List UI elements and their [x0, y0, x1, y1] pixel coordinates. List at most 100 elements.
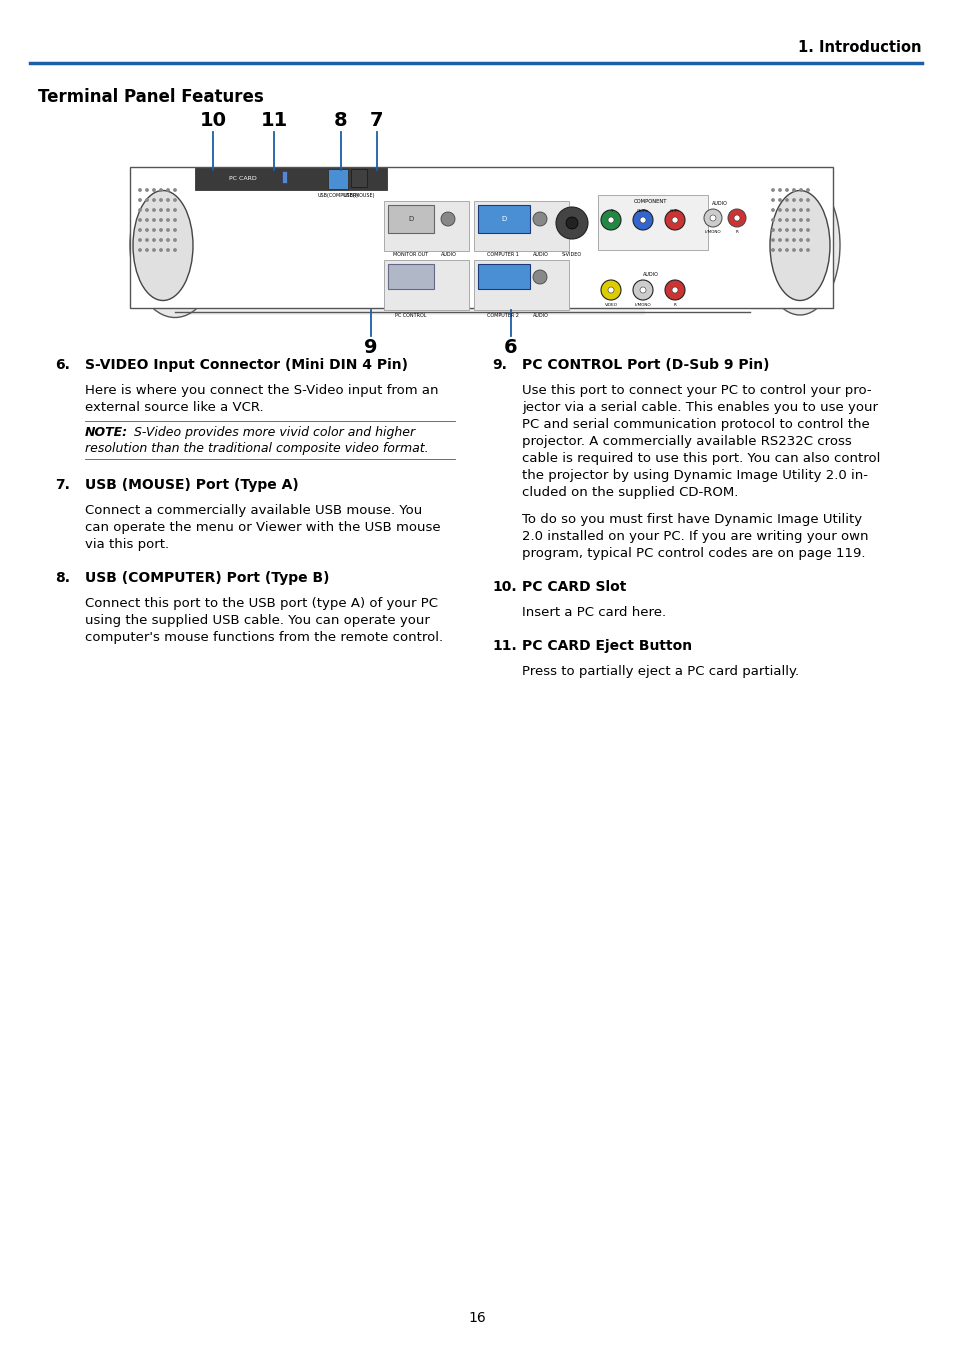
Bar — [384, 201, 469, 251]
Circle shape — [146, 189, 148, 191]
Text: Insert a PC card here.: Insert a PC card here. — [521, 607, 665, 619]
Circle shape — [533, 212, 546, 226]
Circle shape — [799, 218, 801, 221]
Circle shape — [785, 189, 787, 191]
Circle shape — [138, 239, 141, 241]
Text: 16: 16 — [468, 1312, 485, 1325]
Circle shape — [792, 209, 795, 212]
Bar — [282, 171, 287, 183]
Circle shape — [160, 189, 162, 191]
Circle shape — [152, 229, 155, 232]
Circle shape — [173, 239, 176, 241]
Text: L/MONO: L/MONO — [704, 231, 720, 235]
Circle shape — [771, 189, 774, 191]
Circle shape — [167, 239, 169, 241]
Circle shape — [167, 218, 169, 221]
Text: PC and serial communication protocol to control the: PC and serial communication protocol to … — [521, 418, 869, 431]
Circle shape — [633, 280, 652, 301]
Text: PC CARD Eject Button: PC CARD Eject Button — [521, 639, 691, 652]
Bar — [598, 195, 707, 249]
Bar — [351, 168, 367, 187]
Text: D: D — [408, 216, 414, 222]
Circle shape — [785, 239, 787, 241]
Text: USB (MOUSE) Port (Type A): USB (MOUSE) Port (Type A) — [85, 479, 298, 492]
Circle shape — [778, 189, 781, 191]
Circle shape — [778, 198, 781, 201]
Circle shape — [703, 209, 721, 226]
Text: Cr/Pr: Cr/Pr — [669, 209, 679, 213]
Text: S-VIDEO: S-VIDEO — [561, 252, 581, 257]
Circle shape — [152, 189, 155, 191]
Text: 7: 7 — [370, 111, 383, 129]
Circle shape — [639, 217, 645, 222]
Text: USB(MOUSE): USB(MOUSE) — [343, 193, 375, 198]
Circle shape — [146, 198, 148, 201]
Bar — [388, 205, 434, 233]
Circle shape — [565, 217, 578, 229]
Text: cable is required to use this port. You can also control: cable is required to use this port. You … — [521, 452, 880, 465]
Circle shape — [792, 239, 795, 241]
Ellipse shape — [130, 173, 220, 318]
Text: 11.: 11. — [492, 639, 517, 652]
Circle shape — [146, 229, 148, 232]
Bar — [474, 201, 568, 251]
Circle shape — [785, 229, 787, 232]
Circle shape — [167, 249, 169, 251]
Circle shape — [160, 239, 162, 241]
Circle shape — [799, 239, 801, 241]
Text: can operate the menu or Viewer with the USB mouse: can operate the menu or Viewer with the … — [85, 520, 440, 534]
Circle shape — [167, 229, 169, 232]
Text: computer's mouse functions from the remote control.: computer's mouse functions from the remo… — [85, 631, 442, 644]
Circle shape — [146, 209, 148, 212]
Circle shape — [785, 198, 787, 201]
Text: R: R — [735, 231, 738, 235]
Circle shape — [664, 210, 684, 231]
Circle shape — [633, 210, 652, 231]
Text: program, typical PC control codes are on page 119.: program, typical PC control codes are on… — [521, 547, 864, 559]
Circle shape — [771, 239, 774, 241]
Circle shape — [792, 198, 795, 201]
Text: 9.: 9. — [492, 359, 506, 372]
Text: projector. A commercially available RS232C cross: projector. A commercially available RS23… — [521, 435, 851, 448]
Ellipse shape — [132, 190, 193, 301]
Circle shape — [792, 218, 795, 221]
Circle shape — [138, 229, 141, 232]
Circle shape — [167, 209, 169, 212]
Bar — [328, 168, 348, 189]
Circle shape — [160, 209, 162, 212]
Text: 6.: 6. — [55, 359, 70, 372]
Circle shape — [806, 229, 808, 232]
Text: AUDIO: AUDIO — [642, 272, 659, 276]
Circle shape — [173, 209, 176, 212]
Text: Terminal Panel Features: Terminal Panel Features — [38, 88, 263, 106]
Text: the projector by using Dynamic Image Utility 2.0 in-: the projector by using Dynamic Image Uti… — [521, 469, 867, 483]
Text: Y: Y — [609, 209, 612, 213]
Circle shape — [778, 229, 781, 232]
Circle shape — [152, 198, 155, 201]
Bar — [384, 260, 469, 310]
Circle shape — [440, 212, 455, 226]
Text: COMPONENT: COMPONENT — [634, 200, 667, 204]
Text: 10: 10 — [199, 111, 226, 129]
Circle shape — [146, 239, 148, 241]
Text: Here is where you connect the S-Video input from an: Here is where you connect the S-Video in… — [85, 384, 438, 398]
Text: S-Video provides more vivid color and higher: S-Video provides more vivid color and hi… — [130, 426, 415, 439]
Text: 9: 9 — [364, 338, 377, 357]
Text: PC CARD Slot: PC CARD Slot — [521, 580, 626, 594]
Circle shape — [160, 249, 162, 251]
Circle shape — [806, 239, 808, 241]
Text: PC CONTROL: PC CONTROL — [395, 313, 426, 318]
Circle shape — [771, 218, 774, 221]
Text: 8.: 8. — [55, 572, 70, 585]
Circle shape — [173, 249, 176, 251]
Text: 8: 8 — [334, 111, 348, 129]
Text: 7.: 7. — [55, 479, 70, 492]
Circle shape — [806, 209, 808, 212]
Circle shape — [778, 239, 781, 241]
Text: D: D — [501, 216, 506, 222]
Ellipse shape — [769, 190, 829, 301]
Text: Press to partially eject a PC card partially.: Press to partially eject a PC card parti… — [521, 665, 799, 678]
Circle shape — [799, 198, 801, 201]
Bar — [174, 173, 644, 315]
Circle shape — [600, 210, 620, 231]
